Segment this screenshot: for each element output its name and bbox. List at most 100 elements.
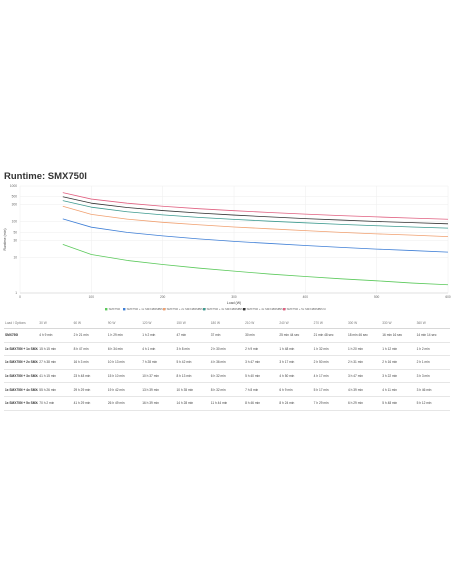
series-line — [62, 205, 449, 238]
runtime-cell: 16 min 16 sec — [381, 328, 416, 343]
x-tick-label: 600 — [445, 295, 451, 299]
row-label: 1x SMX750I + 2x SMX48RMBP2U — [4, 355, 39, 370]
table-row: 1x SMX750I + 5x SMX48RMBP2U70 h 2 min41 … — [4, 396, 450, 411]
x-tick-label: 400 — [303, 295, 309, 299]
runtime-cell: 27 h 38 min — [38, 355, 73, 370]
column-header-load: 240 W — [278, 318, 313, 329]
y-tick-label: 300 — [12, 203, 18, 207]
column-header-load: 210 W — [244, 318, 279, 329]
runtime-cell: 15 h 10 min — [106, 369, 142, 384]
y-tick-label: 10 — [13, 255, 17, 259]
runtime-cell: 10 h 37 min — [141, 369, 176, 384]
series-line — [62, 196, 449, 225]
legend-swatch — [203, 308, 206, 311]
column-header-load: 270 W — [312, 318, 347, 329]
runtime-cell: 2 h 30 min — [209, 342, 245, 357]
legend-label: SMX750I + 2x SMX48RMBP2U — [167, 307, 206, 311]
legend-label: SMX750I + 3x SMX48RMBP2U — [207, 307, 246, 311]
page-title: Runtime: SMX750I — [4, 171, 87, 182]
column-header-load: 60 W — [72, 318, 107, 329]
row-label: 1x SMX750I + 1x SMX48RMBP2U — [4, 342, 39, 357]
table-body: SMX750I 4 h 9 min 2 h 21 min 1 h 29 min 1 h … — [4, 328, 450, 411]
runtime-cell: 13 h 39 min — [141, 382, 176, 397]
runtime-cell: 4 h 17 min — [312, 369, 347, 384]
runtime-cell: 1 h 32 min — [312, 342, 347, 357]
runtime-cell: 4 h 50 min — [278, 369, 313, 384]
runtime-chart: 1 10 30 50 100 300 500 1000 0 100 200 300 400 500 600 L… — [3, 184, 451, 311]
row-label: 1x SMX750I + 5x SMX48RMBP2U — [4, 396, 39, 411]
runtime-cell: 5 h 17 min — [312, 382, 347, 397]
legend-label: SMX750I + 5x SMX48RMBP2U — [287, 307, 326, 311]
runtime-cell: 4 h 9 min — [38, 328, 73, 343]
runtime-cell: 1 h 48 min — [278, 342, 313, 357]
runtime-cell: 23 h 48 min — [72, 369, 107, 384]
runtime-cell: 8 h 32 min — [209, 382, 245, 397]
table-row: 1x SMX750I + 3x SMX48RMBP2U41 h 15 min23… — [4, 369, 450, 384]
y-tick-label: 50 — [13, 230, 17, 234]
runtime-cell: 2 h 50 min — [312, 355, 347, 370]
runtime-cell: 1 h 29 min — [106, 328, 142, 343]
column-header-load: 120 W — [141, 318, 176, 329]
x-axis-label: Load (W) — [227, 301, 241, 305]
runtime-cell: 14 h 28 min — [175, 396, 210, 411]
runtime-cell: 5 h 40 min — [244, 369, 279, 384]
runtime-cell: 29 h 29 min — [72, 382, 107, 397]
legend-swatch — [105, 308, 108, 311]
y-axis-label: Runtime (min) — [3, 229, 7, 251]
runtime-cell: 41 h 29 min — [72, 396, 107, 411]
column-header-options: Load / Options — [4, 318, 39, 329]
runtime-cell: 70 h 2 min — [38, 396, 73, 411]
column-header-load: 90 W — [106, 318, 142, 329]
runtime-cell: 11 h 44 min — [209, 396, 245, 411]
runtime-cell: 25 min 44 sec — [278, 328, 313, 343]
runtime-cell: 10 h 35 min — [175, 382, 210, 397]
runtime-cell: 55 h 26 min — [38, 382, 73, 397]
x-tick-label: 500 — [374, 295, 380, 299]
runtime-cell: 10 h 13 min — [106, 355, 142, 370]
runtime-cell: 8 h 13 min — [175, 369, 210, 384]
table-row: 1x SMX750I + 4x SMX48RMBP2U55 h 26 min29… — [4, 382, 450, 397]
runtime-cell: 21 min 48 sec — [312, 328, 347, 343]
row-label: 1x SMX750I + 3x SMX48RMBP2U — [4, 369, 39, 384]
column-header-load: 180 W — [209, 318, 245, 329]
runtime-cell: 18 min 46 sec — [346, 328, 382, 343]
legend-label: SMX750I — [109, 307, 121, 311]
runtime-cell: 16 h 3 min — [72, 355, 107, 370]
runtime-cell: 3 h 3 min — [415, 369, 450, 384]
row-label: 1x SMX750I + 4x SMX48RMBP2U — [4, 382, 39, 397]
runtime-cell: 3 h 8 min — [175, 342, 210, 357]
x-tick-label: 0 — [19, 295, 21, 299]
runtime-cell: 3 h 22 min — [381, 369, 416, 384]
runtime-cell: 5 h 42 min — [175, 355, 210, 370]
x-tick-label: 200 — [160, 295, 166, 299]
column-header-load: 30 W — [38, 318, 73, 329]
runtime-cell: 3 h 47 min — [244, 355, 279, 370]
series-line — [62, 218, 449, 253]
legend-swatch — [283, 308, 286, 311]
runtime-cell: 16 h 39 min — [141, 396, 176, 411]
runtime-cell: 19 h 42 min — [106, 382, 142, 397]
runtime-cell: 6 h 29 min — [346, 396, 382, 411]
runtime-cell: 6 h 9 min — [278, 382, 313, 397]
runtime-cell: 47 min — [175, 328, 210, 343]
x-tick-label: 100 — [89, 295, 95, 299]
y-tick-label: 1 — [15, 291, 17, 295]
y-tick-label: 30 — [13, 238, 17, 242]
legend-label: SMX750I + 4x SMX48RMBP2U — [247, 307, 286, 311]
y-tick-label: 500 — [12, 195, 18, 199]
runtime-cell: 14 min 14 sec — [415, 328, 450, 343]
legend-label: SMX750I + 1x SMX48RMBP2U — [127, 307, 166, 311]
runtime-cell: 3 h 17 min — [278, 355, 313, 370]
runtime-cell: 2 h 16 min — [381, 355, 416, 370]
y-tick-label: 1000 — [10, 184, 17, 188]
runtime-cell: 1 h 2 min — [415, 342, 450, 357]
x-tick-label: 300 — [231, 295, 237, 299]
runtime-cell: 1 h 12 min — [381, 342, 416, 357]
column-header-load: 360 W — [415, 318, 450, 329]
y-tick-label: 100 — [12, 220, 18, 224]
runtime-cell: 8 h 24 min — [278, 396, 313, 411]
runtime-cell: 6 h 34 min — [106, 342, 142, 357]
runtime-cell: 30 min — [244, 328, 279, 343]
column-header-load: 300 W — [346, 318, 382, 329]
runtime-cell: 2 h 21 min — [72, 328, 107, 343]
